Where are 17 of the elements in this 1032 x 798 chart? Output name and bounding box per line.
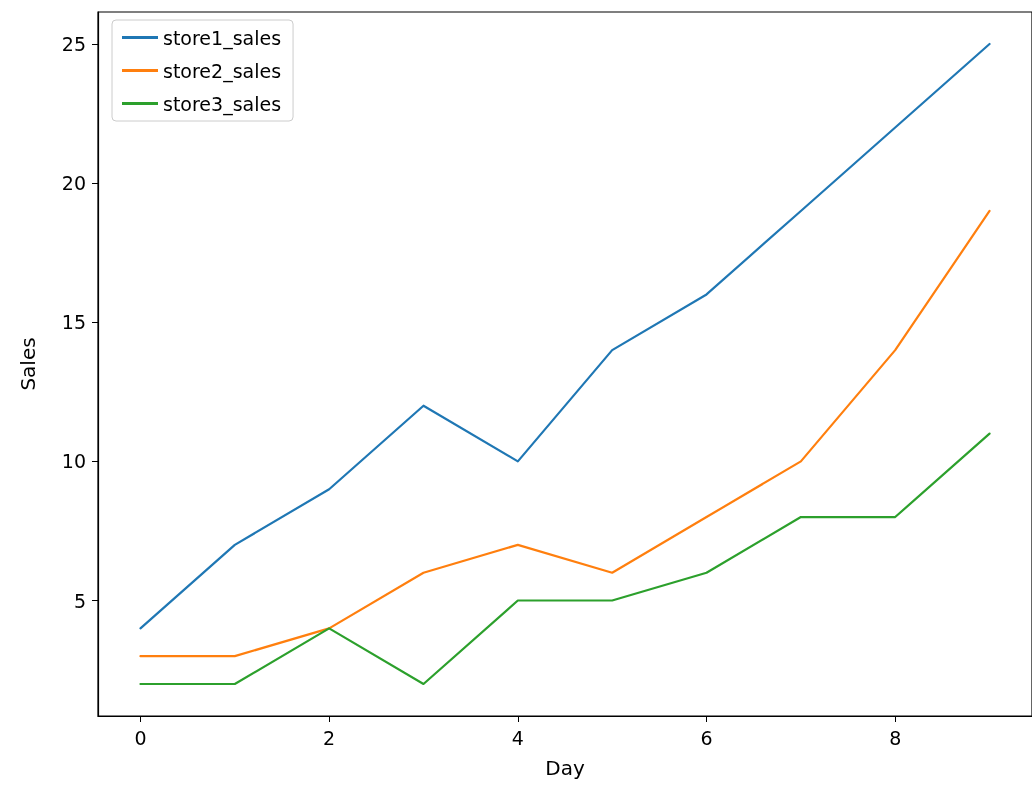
x-tick-label: 4 — [511, 726, 524, 749]
legend-label: store3_sales — [163, 92, 282, 116]
x-tick-label: 8 — [889, 726, 902, 749]
y-tick-label: 25 — [61, 33, 86, 55]
line-series — [139, 209, 991, 658]
x-tick-label: 0 — [134, 726, 147, 749]
x-tick-label: 2 — [323, 726, 336, 749]
y-tick-label: 15 — [61, 311, 86, 334]
y-tick-label: 10 — [61, 450, 86, 473]
x-axis-title: Day — [545, 756, 585, 780]
x-tick-label: 6 — [700, 726, 713, 749]
legend-label: store1_sales — [163, 26, 282, 50]
legend-label: store2_sales — [163, 59, 282, 83]
y-tick-label: 5 — [73, 589, 86, 612]
y-axis-title: Sales — [16, 337, 40, 391]
line-series — [139, 432, 991, 686]
y-tick-label: 20 — [61, 172, 86, 195]
